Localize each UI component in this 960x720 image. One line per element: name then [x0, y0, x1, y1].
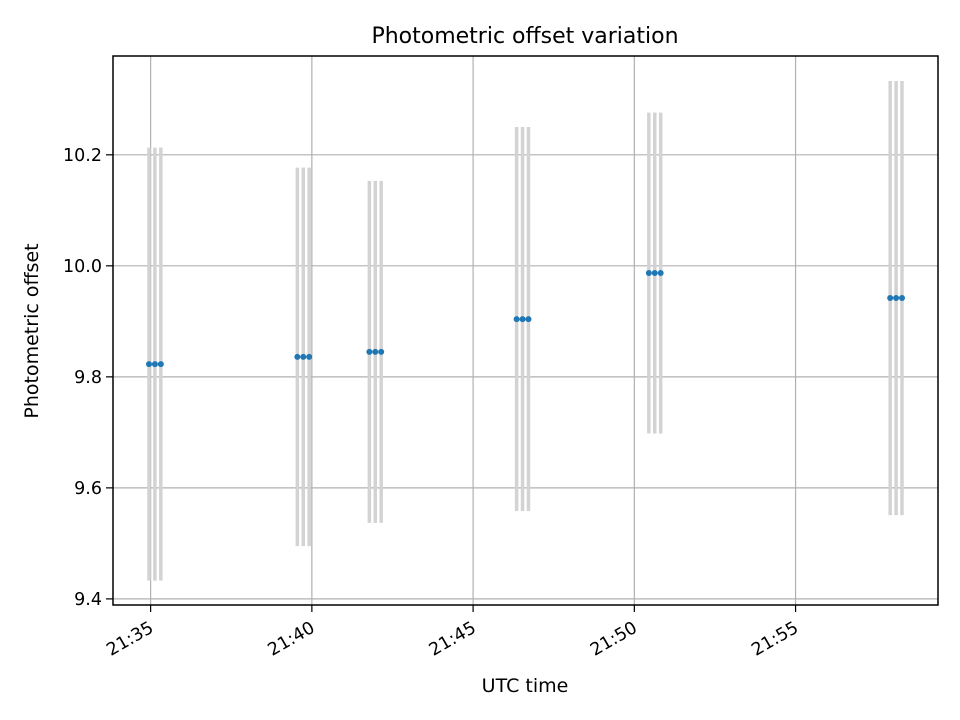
data-point — [645, 270, 652, 277]
data-point — [657, 270, 664, 277]
data-point — [651, 270, 658, 277]
y-ticks: 9.4 9.6 9.8 10.0 10.2 — [63, 146, 113, 610]
y-axis-label: Photometric offset — [21, 243, 43, 418]
data-point — [372, 348, 379, 355]
grid — [113, 56, 938, 605]
data-points — [146, 270, 905, 368]
y-tick-label: 10.2 — [63, 146, 102, 166]
data-point — [300, 353, 307, 360]
chart-title: Photometric offset variation — [371, 24, 678, 49]
data-point — [893, 295, 900, 302]
data-point — [157, 361, 164, 368]
plot-frame — [112, 55, 939, 606]
y-tick-label: 9.8 — [74, 368, 102, 388]
data-point — [306, 353, 313, 360]
y-tick-label: 9.6 — [74, 479, 102, 499]
x-axis-label: UTC time — [482, 675, 569, 697]
x-tick-label: 21:45 — [426, 618, 480, 661]
error-bars — [147, 80, 904, 581]
data-point — [366, 348, 373, 355]
y-tick-label: 9.4 — [74, 590, 102, 610]
data-point — [898, 295, 905, 302]
data-point — [513, 316, 520, 323]
data-point — [887, 295, 894, 302]
data-point — [151, 361, 158, 368]
data-point — [294, 353, 301, 360]
x-tick-label: 21:55 — [748, 618, 802, 661]
data-point — [378, 348, 385, 355]
x-tick-label: 21:35 — [103, 618, 157, 661]
x-tick-label: 21:40 — [265, 618, 319, 661]
x-ticks: 21:35 21:40 21:45 21:50 21:55 — [103, 605, 802, 661]
data-point — [525, 316, 532, 323]
data-point — [519, 316, 526, 323]
y-tick-label: 10.0 — [63, 257, 102, 277]
data-point — [146, 361, 153, 368]
x-tick-label: 21:50 — [587, 618, 641, 661]
